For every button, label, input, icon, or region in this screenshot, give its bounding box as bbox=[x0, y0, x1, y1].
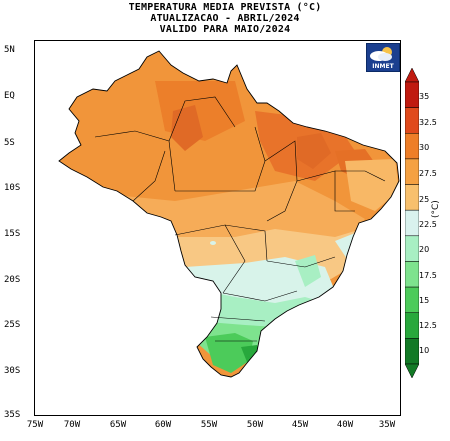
colorbar-segment bbox=[405, 184, 419, 211]
colorbar-segment bbox=[405, 133, 419, 160]
colorbar-label-20: 20 bbox=[419, 245, 430, 254]
colorbar-top-arrow bbox=[405, 68, 419, 83]
lat-label-15s: 15S bbox=[4, 229, 21, 239]
state-borders bbox=[58, 50, 400, 378]
lat-label-5n: 5N bbox=[4, 45, 15, 55]
lat-label-20s: 20S bbox=[4, 275, 21, 285]
colorbar-bottom-arrow bbox=[405, 363, 419, 378]
colorbar-label-12-5: 12.5 bbox=[419, 321, 437, 330]
lon-label-45w: 45W bbox=[291, 420, 309, 430]
title-line-3: VALIDO PARA MAIO/2024 bbox=[159, 24, 291, 35]
lon-label-70w: 70W bbox=[63, 420, 81, 430]
temperature-map bbox=[35, 41, 400, 415]
colorbar-label-17-5: 17.5 bbox=[419, 271, 437, 280]
colorbar-label-10: 10 bbox=[419, 346, 430, 355]
colorbar-segment bbox=[405, 312, 419, 339]
colorbar-unit: (°C) bbox=[431, 200, 441, 218]
lon-label-40w: 40W bbox=[336, 420, 354, 430]
colorbar-label-15: 15 bbox=[419, 296, 430, 305]
lat-label-10s: 10S bbox=[4, 183, 21, 193]
lon-label-50w: 50W bbox=[246, 420, 264, 430]
lon-label-60w: 60W bbox=[154, 420, 172, 430]
lon-label-75w: 75W bbox=[26, 420, 44, 430]
colorbar-segment bbox=[405, 158, 419, 185]
inmet-logo: INMET bbox=[366, 43, 400, 72]
colorbar-segment bbox=[405, 286, 419, 313]
colorbar-label-27-5: 27.5 bbox=[419, 169, 437, 178]
inmet-logo-text: INMET bbox=[372, 63, 394, 70]
lat-label-35s: 35S bbox=[4, 410, 21, 420]
lat-label-25s: 25S bbox=[4, 320, 21, 330]
colorbar-segment bbox=[405, 209, 419, 237]
lon-label-65w: 65W bbox=[109, 420, 127, 430]
lon-label-55w: 55W bbox=[200, 420, 218, 430]
lat-label-eq: EQ bbox=[4, 91, 15, 101]
colorbar-segment bbox=[405, 261, 419, 288]
colorbar-segment bbox=[405, 81, 419, 108]
map-title: TEMPERATURA MEDIA PREVISTA (°C) ATUALIZA… bbox=[0, 2, 450, 35]
cloud-sun-icon bbox=[370, 47, 392, 61]
colorbar-label-32-5: 32.5 bbox=[419, 118, 437, 127]
colorbar bbox=[405, 68, 419, 378]
colorbar-label-35: 35 bbox=[419, 92, 430, 101]
colorbar-segment bbox=[405, 338, 419, 365]
map-frame bbox=[34, 40, 401, 416]
colorbar-segment bbox=[405, 235, 419, 262]
colorbar-label-25: 25 bbox=[419, 195, 430, 204]
colorbar-label-22-5: 22.5 bbox=[419, 220, 437, 229]
title-line-1: TEMPERATURA MEDIA PREVISTA (°C) bbox=[128, 2, 322, 13]
colorbar-label-30: 30 bbox=[419, 143, 430, 152]
lat-label-5s: 5S bbox=[4, 138, 15, 148]
lon-label-35w: 35W bbox=[378, 420, 396, 430]
colorbar-segment bbox=[405, 107, 419, 134]
lat-label-30s: 30S bbox=[4, 366, 21, 376]
title-line-2: ATUALIZACAO - ABRIL/2024 bbox=[150, 13, 300, 24]
